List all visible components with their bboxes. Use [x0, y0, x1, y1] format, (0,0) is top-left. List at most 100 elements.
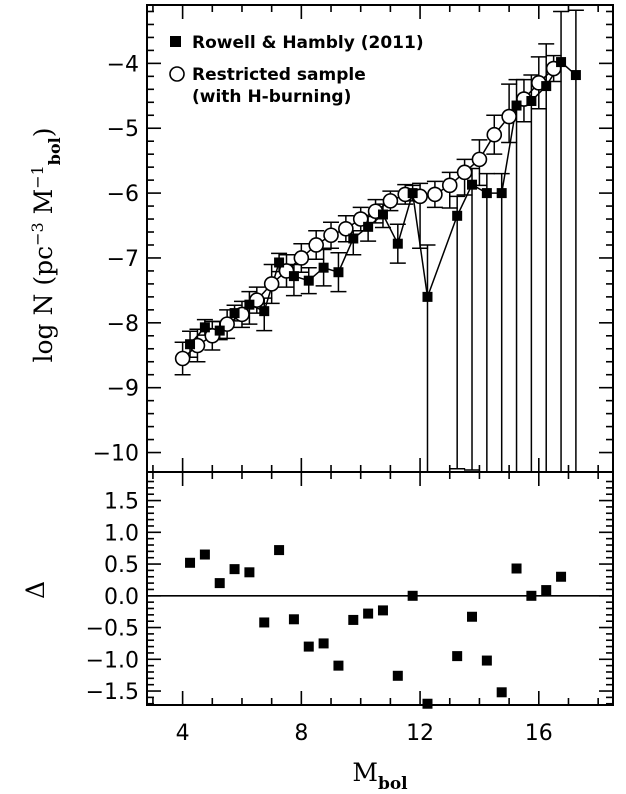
y-tick-label: −7 [107, 247, 139, 272]
y-tick-label: −5 [107, 117, 139, 142]
point-rowell [274, 257, 285, 268]
point-delta [511, 563, 522, 574]
top-y-axis-label: log N (pc−3 M−1bol) [28, 127, 64, 362]
y-tick-label: −0.5 [86, 617, 139, 642]
point-restricted [456, 164, 473, 181]
point-delta [526, 590, 537, 601]
point-rowell [467, 179, 478, 190]
point-delta [377, 605, 388, 616]
point-restricted [293, 250, 310, 266]
point-rowell [229, 308, 240, 319]
point-delta [185, 557, 196, 568]
point-delta [288, 614, 299, 625]
point-delta [244, 567, 255, 578]
point-rowell [303, 275, 314, 286]
y-tick-label: −9 [107, 377, 139, 402]
xlabel-main: M [352, 758, 378, 787]
point-delta [199, 549, 210, 560]
point-rowell [407, 188, 418, 199]
y-tick-label: −10 [93, 442, 139, 467]
point-restricted [471, 151, 488, 168]
point-delta [333, 660, 344, 671]
point-restricted [263, 276, 280, 292]
point-delta [303, 641, 314, 652]
y-tick-label: −8 [107, 312, 139, 337]
legend-label-rowell: Rowell & Hambly (2011) [192, 33, 424, 53]
x-tick-label: 12 [406, 721, 434, 746]
point-delta [259, 617, 270, 628]
bottom-plot-frame [146, 471, 614, 706]
xlabel-sub: bol [378, 774, 408, 794]
point-rowell [377, 209, 388, 220]
point-restricted [323, 227, 339, 244]
point-restricted [338, 220, 354, 237]
legend: Rowell & Hambly (2011) Restricted sample… [169, 33, 424, 107]
point-rowell [348, 233, 359, 244]
point-restricted [501, 108, 517, 125]
top-data-layer [174, 9, 584, 472]
point-delta [496, 687, 507, 698]
point-delta [541, 585, 552, 596]
point-delta [318, 638, 329, 649]
point-restricted [486, 126, 503, 143]
ylabel-sup2: −1 [28, 165, 47, 189]
point-rowell [318, 262, 329, 273]
ylabel-main: log N (pc [29, 246, 58, 363]
point-delta [467, 611, 478, 622]
point-rowell [511, 100, 522, 111]
y-tick-label: 0.5 [104, 553, 139, 578]
x-tick-label: 16 [525, 721, 553, 746]
x-tick-label: 8 [294, 721, 308, 746]
point-rowell [363, 221, 374, 232]
y-tick-label: −6 [107, 182, 139, 207]
ylabel-sub: bol [45, 137, 64, 165]
point-rowell [556, 57, 567, 68]
point-delta [481, 655, 492, 666]
point-delta [452, 651, 463, 662]
point-delta [422, 698, 433, 709]
point-rowell [422, 291, 433, 302]
top-y-axis-label-text: log N (pc−3 M−1bol) [28, 127, 64, 362]
top-panel: −10 −9 −8 −7 −6 −5 −4 [93, 4, 614, 705]
bottom-y-axis-label: Δ [21, 581, 50, 599]
legend-marker-rowell [170, 36, 181, 47]
x-axis-label: Mbol [352, 758, 408, 794]
ylabel-end: ) [29, 127, 58, 137]
point-rowell [244, 299, 255, 310]
point-delta [348, 614, 359, 625]
point-delta [274, 545, 285, 556]
point-rowell [481, 188, 492, 199]
y-tick-label: −1.0 [86, 648, 139, 673]
point-rowell [526, 95, 537, 106]
point-rowell [199, 322, 210, 333]
legend-label-restricted-line2: (with H-burning) [192, 87, 351, 107]
point-delta [363, 608, 374, 619]
point-rowell [288, 271, 299, 282]
point-rowell [214, 325, 225, 336]
point-delta [392, 670, 403, 681]
x-tick-label: 4 [176, 721, 190, 746]
point-delta [214, 578, 225, 589]
point-rowell [259, 306, 270, 317]
point-restricted [308, 237, 324, 253]
bottom-panel: 4 8 12 16 −1.5 −1.0 −0.5 0.0 0.5 1.0 1.5 [86, 471, 614, 746]
y-tick-label: −4 [107, 52, 139, 77]
point-rowell [452, 210, 463, 221]
point-delta [556, 571, 567, 582]
ylabel-mid: M [29, 189, 58, 223]
point-rowell [496, 188, 507, 199]
y-tick-label: 1.0 [104, 521, 139, 546]
point-rowell [333, 267, 344, 278]
point-rowell [570, 70, 581, 81]
y-tick-label: 0.0 [104, 585, 139, 610]
point-delta [407, 590, 418, 601]
ylabel-sup: −3 [28, 222, 47, 246]
legend-label-restricted-line1: Restricted sample [192, 65, 366, 85]
point-restricted [382, 193, 399, 209]
point-rowell [185, 339, 196, 350]
legend-marker-restricted [169, 66, 185, 82]
point-delta [229, 564, 240, 575]
point-restricted [441, 177, 458, 194]
y-tick-label: −1.5 [86, 680, 139, 705]
